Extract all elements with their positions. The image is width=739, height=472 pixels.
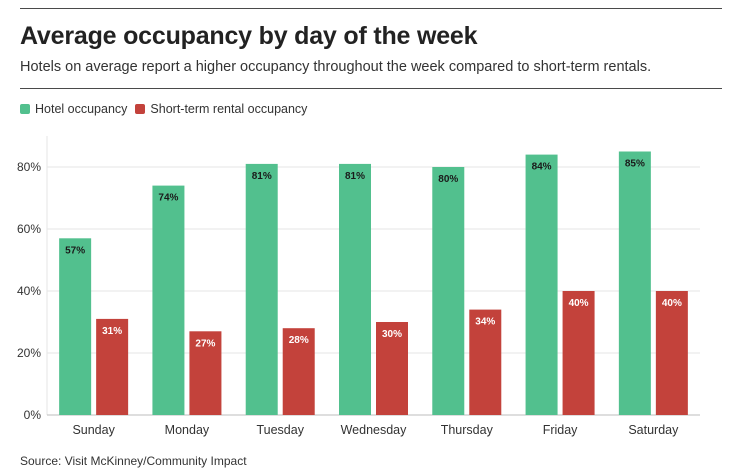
- rental-bar: [96, 318, 129, 415]
- rental-bar: [655, 291, 688, 415]
- chart-legend: Hotel occupancy Short-term rental occupa…: [20, 102, 315, 116]
- rental-data-label: 30%: [382, 329, 402, 340]
- rental-data-label: 31%: [102, 326, 122, 337]
- rental-bar: [562, 291, 595, 415]
- x-tick-label: Saturday: [628, 423, 679, 437]
- rental-data-label: 40%: [662, 298, 682, 309]
- x-tick-label: Monday: [165, 423, 210, 437]
- y-tick-label: 0%: [24, 408, 42, 422]
- x-tick-label: Friday: [543, 423, 578, 437]
- hotel-bar: [525, 154, 558, 415]
- x-tick-label: Thursday: [441, 423, 494, 437]
- hotel-data-label: 84%: [532, 162, 552, 173]
- y-tick-label: 80%: [17, 160, 41, 174]
- y-tick-label: 60%: [17, 222, 41, 236]
- legend-swatch-rental: [135, 104, 146, 114]
- legend-label-rental: Short-term rental occupancy: [150, 102, 308, 116]
- rental-data-label: 27%: [195, 338, 215, 349]
- hotel-data-label: 81%: [345, 171, 365, 182]
- hotel-data-label: 85%: [625, 159, 645, 170]
- hotel-bar: [59, 238, 92, 415]
- rental-data-label: 34%: [475, 317, 495, 328]
- rental-bar: [376, 322, 408, 415]
- x-tick-label: Wednesday: [341, 423, 408, 437]
- bar-chart: 0% 20% 40% 60% 80% 57% 31% Sunday 74% 27% Monday 81…: [17, 136, 700, 437]
- x-tick-label: Tuesday: [256, 423, 304, 437]
- legend-swatch-hotel: [20, 104, 30, 114]
- x-tick-label: Sunday: [72, 423, 115, 437]
- hotel-data-label: 80%: [438, 174, 458, 185]
- rental-data-label: 40%: [569, 298, 589, 309]
- legend-item-rental: Short-term rental occupancy: [135, 102, 307, 116]
- chart-subtitle: Hotels on average report a higher occupa…: [20, 59, 652, 75]
- header-rule: [20, 88, 722, 89]
- y-tick-label: 20%: [17, 346, 41, 360]
- source-note: Source: Visit McKinney/Community Impact: [20, 454, 247, 468]
- hotel-bar: [432, 167, 465, 415]
- top-rule: [20, 8, 722, 9]
- rental-bar: [469, 309, 502, 415]
- hotel-bar: [339, 163, 371, 415]
- chart-title: Average occupancy by day of the week: [20, 22, 478, 50]
- rental-bar: [282, 328, 315, 415]
- hotel-data-label: 57%: [65, 245, 85, 256]
- legend-label-hotel: Hotel occupancy: [35, 102, 128, 116]
- hotel-bar: [152, 185, 185, 415]
- rental-data-label: 28%: [289, 335, 309, 346]
- y-tick-label: 40%: [17, 284, 41, 298]
- rental-bar: [189, 331, 222, 415]
- legend-item-hotel: Hotel occupancy: [20, 102, 127, 116]
- hotel-bar: [618, 151, 651, 415]
- hotel-data-label: 74%: [158, 193, 178, 204]
- hotel-data-label: 81%: [252, 171, 272, 182]
- hotel-bar: [245, 163, 278, 415]
